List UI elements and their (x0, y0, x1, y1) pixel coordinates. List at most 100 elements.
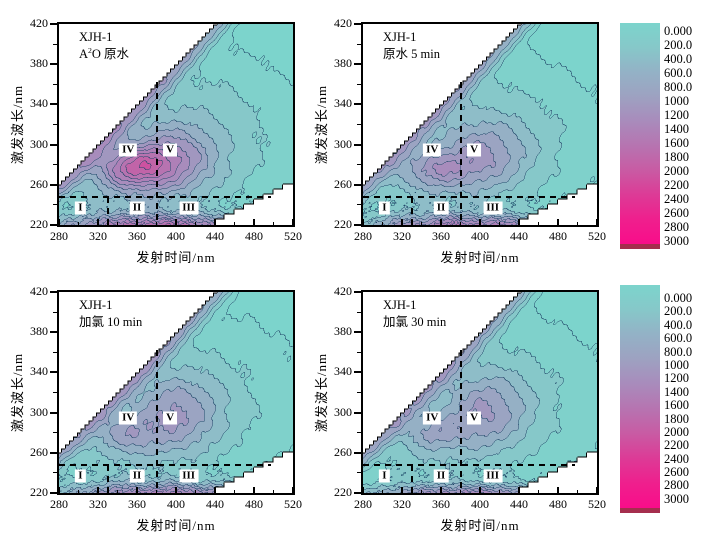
x-major-tick (557, 219, 559, 225)
y-major-tick (354, 411, 361, 414)
y-minor-tick (357, 472, 361, 474)
x-minor-tick (382, 490, 383, 493)
y-tick-label: 220 (334, 217, 352, 231)
colorbar-gradient (620, 285, 660, 508)
y-axis-title-text: 激发波长/nm (10, 84, 26, 165)
x-minor-tick (117, 490, 118, 493)
y-minor-tick (53, 204, 57, 206)
y-minor-tick (53, 311, 57, 313)
y-major-tick (50, 143, 57, 146)
colorbar-tick-label: 3000 (664, 491, 689, 506)
x-tick-label: 280 (354, 497, 372, 511)
y-axis-title: 激发波长/nm (9, 24, 26, 225)
colorbar-tick-label: 2400 (664, 451, 689, 466)
region-divider-horizontal (363, 463, 575, 466)
y-major-tick (354, 63, 361, 66)
region-divider-horizontal (363, 195, 575, 198)
y-major-tick (354, 492, 361, 494)
colorbar-tick-label: 1200 (664, 108, 689, 122)
y-tick-label: 260 (30, 444, 48, 459)
y-major-tick (50, 103, 57, 106)
y-tick-label: 380 (334, 56, 352, 71)
x-minor-tick (195, 222, 196, 225)
colorbar-tick-label: 1800 (664, 411, 689, 426)
x-tick-label: 280 (354, 229, 372, 243)
colorbar-tick-label: 2200 (664, 178, 689, 192)
x-minor-tick (499, 490, 500, 493)
colorbar-tick-label: 1400 (664, 384, 689, 399)
y-tick-label: 420 (30, 16, 48, 30)
y-major-tick (354, 143, 361, 146)
y-major-tick (354, 224, 361, 226)
colorbar-tick-label: 1200 (664, 371, 689, 386)
colorbar-tick-label: 1800 (664, 150, 689, 164)
y-tick-label: 340 (334, 96, 352, 111)
y-minor-tick (357, 43, 361, 45)
y-tick-label: 300 (30, 136, 48, 151)
x-tick-label: 480 (549, 229, 567, 243)
colorbar-tick-label: 3000 (664, 234, 689, 248)
x-axis-title: 发射时间/nm (136, 250, 216, 265)
colorbar-tick-label: 2600 (664, 465, 689, 480)
region-divider-vertical-em380 (155, 82, 158, 225)
eem-panel-top-right: 280 320 360 400 440 480 520 220 260 300 340 380 420 发… (315, 16, 606, 265)
colorbar-tick-label: 200.0 (664, 304, 693, 319)
x-tick-label: 480 (549, 497, 567, 511)
eem-panel-bottom-right: 280 320 360 400 440 480 520 220 260 300 340 380 420 发… (315, 284, 606, 533)
y-axis-title: 激发波长/nm (313, 292, 330, 493)
x-major-tick (175, 487, 177, 493)
x-tick-label: 440 (206, 497, 224, 511)
y-major-tick (50, 492, 57, 494)
x-minor-tick (117, 222, 118, 225)
x-minor-tick (234, 490, 235, 493)
colorbar-tick-labels: 0.000 200.0 400.0 600.0 800.0 1000 1200 1400 160… (664, 24, 702, 248)
y-tick-label: 380 (30, 324, 48, 339)
x-major-tick (97, 487, 99, 493)
x-tick-label: 480 (245, 229, 263, 243)
y-major-tick (50, 291, 57, 293)
eem-panel-bottom-left: 280 320 360 400 440 480 520 220 260 300 340 380 420 发… (11, 284, 302, 533)
region-label-IV: IV (423, 411, 442, 425)
colorbar-tick-label: 2800 (664, 220, 689, 234)
x-axis-title: 发射时间/nm (440, 250, 520, 265)
colorbar-tick-label: 1600 (664, 398, 689, 413)
y-minor-tick (357, 124, 361, 125)
colorbar-tick-label: 1400 (664, 122, 689, 136)
colorbar-tick-label: 2600 (664, 206, 689, 220)
x-minor-tick (421, 222, 422, 225)
x-major-tick (214, 487, 216, 493)
x-major-tick (175, 219, 177, 225)
x-major-tick (97, 219, 99, 225)
y-major-tick (50, 224, 57, 226)
x-minor-tick (499, 222, 500, 225)
region-divider-vertical-em380 (155, 350, 158, 493)
x-major-tick (479, 219, 481, 225)
y-major-tick (354, 331, 361, 334)
x-minor-tick (234, 222, 235, 225)
y-tick-label: 380 (334, 324, 352, 339)
y-axis-title-text: 激发波长/nm (10, 352, 26, 433)
colorbar-tick-label: 0.000 (664, 24, 693, 38)
y-tick-label: 300 (30, 404, 48, 419)
y-tick-label: 420 (334, 16, 352, 30)
y-major-tick (50, 371, 57, 374)
x-major-tick (596, 219, 598, 225)
contour-canvas (59, 292, 293, 493)
x-tick-label: 520 (588, 497, 606, 511)
region-divider-horizontal (59, 195, 271, 198)
sample-id: XJH-1 (383, 30, 417, 44)
x-major-tick (440, 487, 442, 493)
colorbar-tick-label: 2800 (664, 478, 689, 493)
x-tick-label: 320 (89, 497, 107, 511)
contour-canvas (363, 292, 597, 493)
y-axis-title-text: 激发波长/nm (314, 84, 330, 165)
y-major-tick (354, 23, 361, 25)
colorbar-tick-label: 2000 (664, 424, 689, 439)
region-label-II: II (433, 469, 449, 483)
y-minor-tick (357, 164, 361, 166)
treatment-label: A2O 原水 (79, 45, 130, 62)
y-tick-label: 420 (30, 284, 48, 298)
y-tick-label: 420 (334, 284, 352, 298)
x-tick-label: 520 (284, 497, 302, 511)
